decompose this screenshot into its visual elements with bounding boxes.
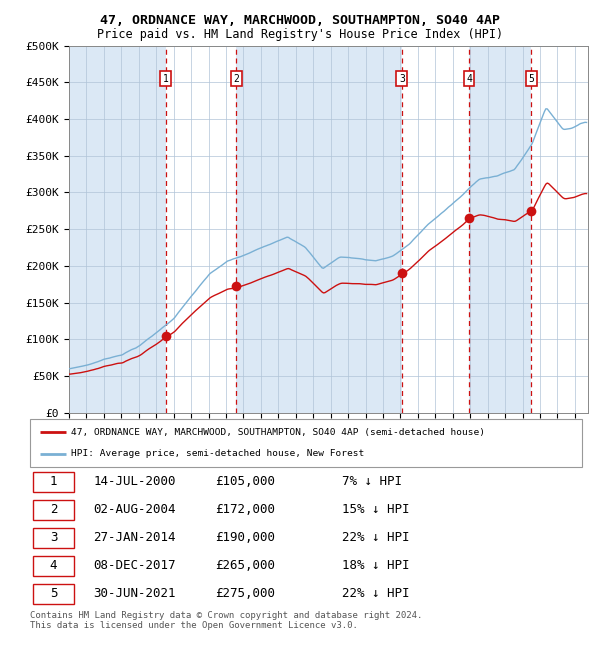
Text: 47, ORDNANCE WAY, MARCHWOOD, SOUTHAMPTON, SO40 4AP (semi-detached house): 47, ORDNANCE WAY, MARCHWOOD, SOUTHAMPTON…	[71, 428, 485, 437]
Text: 47, ORDNANCE WAY, MARCHWOOD, SOUTHAMPTON, SO40 4AP: 47, ORDNANCE WAY, MARCHWOOD, SOUTHAMPTON…	[100, 14, 500, 27]
Text: 14-JUL-2000: 14-JUL-2000	[94, 475, 176, 489]
Text: 30-JUN-2021: 30-JUN-2021	[94, 588, 176, 601]
Text: 1: 1	[50, 475, 57, 489]
Text: 2: 2	[233, 73, 239, 84]
Bar	[166, 46, 236, 413]
Text: £105,000: £105,000	[215, 475, 275, 489]
Text: 27-JAN-2014: 27-JAN-2014	[94, 532, 176, 544]
Text: 5: 5	[50, 588, 57, 601]
Text: HPI: Average price, semi-detached house, New Forest: HPI: Average price, semi-detached house,…	[71, 449, 365, 458]
Text: £190,000: £190,000	[215, 532, 275, 544]
Text: 7% ↓ HPI: 7% ↓ HPI	[342, 475, 402, 489]
Text: 4: 4	[50, 559, 57, 573]
Bar	[532, 46, 588, 413]
Text: £275,000: £275,000	[215, 588, 275, 601]
Text: 08-DEC-2017: 08-DEC-2017	[94, 559, 176, 573]
Bar	[33, 556, 74, 576]
Bar	[33, 584, 74, 604]
Text: 3: 3	[50, 532, 57, 544]
Text: 1: 1	[163, 73, 169, 84]
Bar	[33, 472, 74, 492]
Text: 5: 5	[529, 73, 534, 84]
Text: 2: 2	[50, 503, 57, 516]
Bar	[33, 500, 74, 520]
Bar	[402, 46, 469, 413]
Text: 18% ↓ HPI: 18% ↓ HPI	[342, 559, 409, 573]
Text: 22% ↓ HPI: 22% ↓ HPI	[342, 588, 409, 601]
Text: £265,000: £265,000	[215, 559, 275, 573]
FancyBboxPatch shape	[30, 419, 582, 467]
Text: 22% ↓ HPI: 22% ↓ HPI	[342, 532, 409, 544]
Text: 02-AUG-2004: 02-AUG-2004	[94, 503, 176, 516]
Text: 4: 4	[466, 73, 472, 84]
Text: Price paid vs. HM Land Registry's House Price Index (HPI): Price paid vs. HM Land Registry's House …	[97, 28, 503, 41]
Bar	[33, 528, 74, 548]
Text: 3: 3	[399, 73, 405, 84]
Text: £172,000: £172,000	[215, 503, 275, 516]
Text: Contains HM Land Registry data © Crown copyright and database right 2024.
This d: Contains HM Land Registry data © Crown c…	[30, 611, 422, 630]
Text: 15% ↓ HPI: 15% ↓ HPI	[342, 503, 409, 516]
